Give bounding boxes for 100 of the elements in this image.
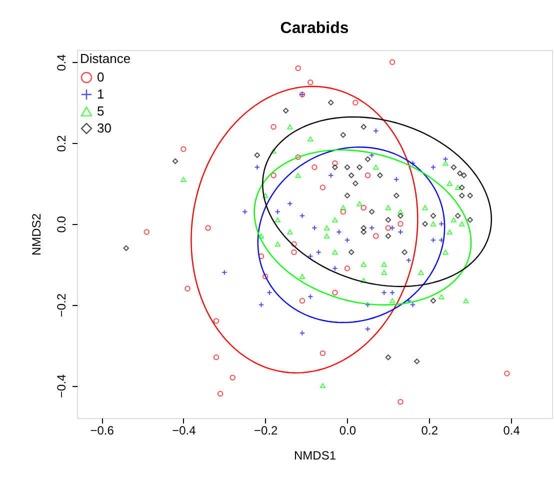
point [299,298,306,304]
point [385,225,392,231]
point [287,124,293,130]
point [274,242,280,247]
point [430,221,436,226]
point [258,302,264,308]
point [344,237,350,243]
point [356,164,362,170]
point [254,152,260,158]
point [172,158,178,164]
point [332,160,338,166]
point [344,266,350,272]
point [242,208,248,215]
point [385,205,392,210]
point [320,383,326,388]
point [368,225,375,231]
point [385,233,392,239]
point [230,374,236,380]
point [205,225,211,231]
point [389,290,396,296]
point [368,208,375,215]
point [344,164,350,170]
point [360,204,366,211]
point [336,229,342,235]
point [430,298,436,304]
point [467,192,473,198]
point [270,124,276,130]
point [364,156,371,162]
point [385,354,392,360]
x-tick-label: −0.2 [254,424,278,438]
point [442,250,448,255]
point [348,172,354,178]
point [222,270,228,276]
legend-title: Distance [80,51,131,66]
point [381,270,387,275]
point [373,164,379,170]
point [364,302,371,308]
point [360,124,366,130]
point [381,262,387,267]
point [385,217,392,223]
point [461,172,467,178]
point [328,172,334,178]
point [348,249,354,256]
point [312,164,318,170]
point [394,192,400,198]
point [308,80,314,86]
point [266,290,272,296]
point [180,176,186,182]
point [389,298,396,304]
point [463,298,469,304]
point [454,212,461,219]
point [459,221,465,226]
point [504,370,510,376]
legend-label: 30 [97,120,112,136]
point [394,176,400,182]
point [320,350,326,356]
point [356,201,362,206]
point [332,164,338,170]
point [282,108,289,114]
point [213,354,220,360]
point [457,170,463,176]
point [398,209,404,214]
y-tick-label: 0.2 [54,134,68,152]
point [360,225,366,231]
point [398,229,404,235]
point [340,132,346,138]
point [324,225,330,230]
point [430,212,436,219]
point [312,225,318,231]
point [332,290,338,296]
point [450,164,457,170]
point [287,229,293,235]
x-tick-label: 0.0 [339,424,356,438]
point [398,212,404,219]
point [262,193,268,198]
point [262,274,268,280]
point [438,294,444,300]
point [291,241,297,247]
point [360,278,366,284]
x-tick-label: 0.4 [503,424,520,438]
point [360,262,366,267]
point [450,217,457,222]
point [442,160,448,166]
point [360,229,366,235]
point [402,249,408,256]
point [217,390,224,397]
point [418,270,424,275]
point [295,154,301,160]
point [467,217,473,223]
point [144,229,150,235]
point [344,192,350,198]
point [430,237,436,243]
point [364,172,371,178]
point [320,184,326,190]
x-tick-label: 0.2 [421,424,438,438]
point [373,233,379,239]
point [299,274,306,279]
point [364,326,371,332]
point [438,221,444,227]
y-tick-label: −0.4 [54,374,68,398]
